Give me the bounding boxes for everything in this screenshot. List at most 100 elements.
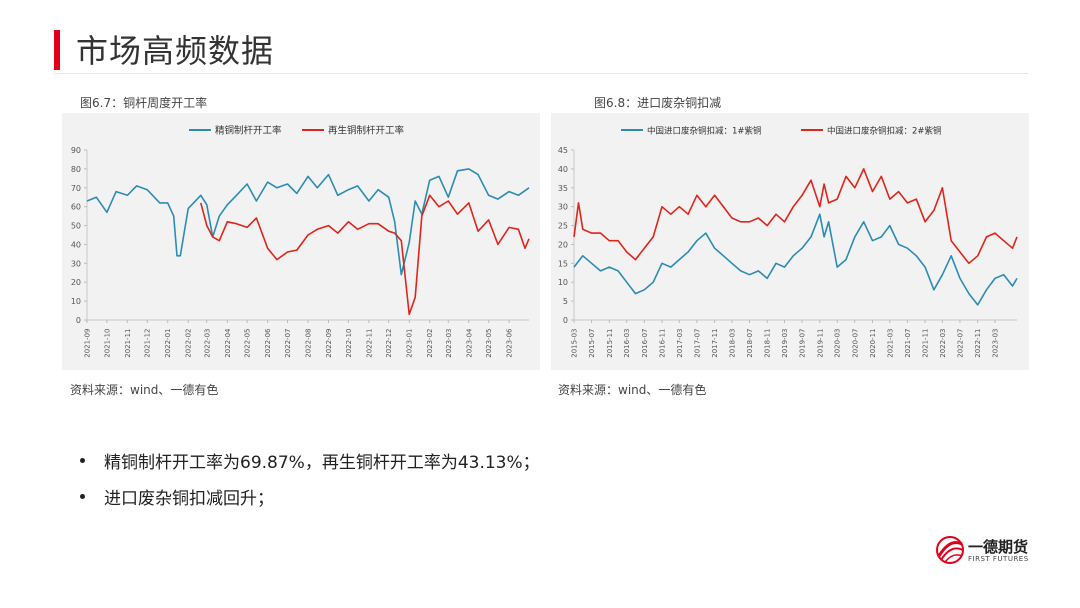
series-1-point (126, 194, 128, 196)
series-1-point (819, 213, 821, 215)
x-tick-label: 2021-12 (144, 329, 152, 358)
series-1-point (880, 236, 882, 238)
series-1-point (477, 173, 479, 175)
series-1-point (714, 247, 716, 249)
x-tick-label: 2022-09 (325, 329, 333, 358)
series-1-point (915, 255, 917, 257)
y-tick-label: 90 (71, 146, 81, 155)
series-2-point (573, 236, 575, 238)
series-1-point (400, 274, 402, 276)
series-1-point (408, 241, 410, 243)
series-2-point (497, 243, 499, 245)
series-1-point (447, 196, 449, 198)
series-2-point (810, 179, 812, 181)
series-2-point (906, 202, 908, 204)
series-1-point (590, 262, 592, 264)
bullet-dot-icon (80, 494, 85, 499)
series-2-point (678, 206, 680, 208)
series-2-point (590, 232, 592, 234)
series-1-point (836, 266, 838, 268)
series-1-point (307, 175, 309, 177)
series-1-point (897, 243, 899, 245)
title-accent-bar (54, 30, 60, 70)
y-tick-label: 80 (71, 165, 81, 174)
series-2-point (276, 258, 278, 260)
series-2-point (915, 198, 917, 200)
series-2-point (296, 249, 298, 251)
series-1-point (941, 274, 943, 276)
series-1-point (687, 251, 689, 253)
series-2-point (670, 213, 672, 215)
series-1-point (95, 196, 97, 198)
y-tick-label: 35 (558, 184, 568, 193)
series-2-point (1011, 247, 1013, 249)
series-1-point (286, 183, 288, 185)
series-1-point (924, 266, 926, 268)
x-tick-label: 2015-11 (606, 329, 614, 358)
x-tick-label: 2016-03 (623, 329, 631, 358)
series-1-point (176, 255, 178, 257)
series-2-point (687, 213, 689, 215)
x-tick-label: 2022-10 (345, 329, 353, 358)
series-1-point (508, 190, 510, 192)
y-tick-label: 20 (71, 278, 81, 287)
y-tick-label: 30 (71, 259, 81, 268)
page-title: 市场高频数据 (76, 32, 275, 70)
series-1-point (488, 194, 490, 196)
series-2-point (255, 217, 257, 219)
x-tick-label: 2022-02 (185, 329, 193, 358)
series-2-point (757, 217, 759, 219)
series-1-point (889, 224, 891, 226)
series-1-point (608, 266, 610, 268)
series-2-point (206, 224, 208, 226)
series-1-point (757, 270, 759, 272)
series-1-point (582, 255, 584, 257)
chart2-panel: 0 5 10 15 20 25 30 35 40 45 2015-03 2015-07 2015-11 2… (551, 113, 1029, 370)
series-1-point (200, 194, 202, 196)
series-2-point (977, 255, 979, 257)
series-1-point (643, 289, 645, 291)
x-tick-label: 2016-11 (659, 329, 667, 358)
series-2-point (377, 223, 379, 225)
series-1-point (327, 173, 329, 175)
x-tick-label: 2022-03 (203, 329, 211, 358)
series-2-point (582, 228, 584, 230)
series-1-point (740, 270, 742, 272)
chart1-panel: 0 10 20 30 40 50 60 70 80 90 2021-09 2021-10 2021-11… (62, 113, 540, 370)
series-2-point (792, 206, 794, 208)
series-1-point (1016, 277, 1018, 279)
series-2-point (652, 236, 654, 238)
bullet-item: 精铜制杆开工率为69.87%，再生铜杆开工率为43.13%； (80, 448, 540, 473)
y-tick-label: 20 (558, 240, 568, 249)
x-tick-label: 2021-03 (886, 329, 894, 358)
series-2-point (226, 221, 228, 223)
series-1-point (599, 270, 601, 272)
y-tick-label: 25 (558, 222, 568, 231)
series-2-point (871, 190, 873, 192)
series-2-point (722, 206, 724, 208)
series-2-point (388, 230, 390, 232)
series-2-point (608, 240, 610, 242)
bullet-item: 进口废杂铜扣减回升； (80, 484, 540, 509)
series-1-point (845, 258, 847, 260)
series-2-point (488, 219, 490, 221)
x-tick-label: 2015-03 (571, 329, 579, 358)
bullet-text: 进口废杂铜扣减回升； (104, 489, 274, 509)
series-1-point (368, 200, 370, 202)
series-2-point (438, 206, 440, 208)
series-2-point (327, 224, 329, 226)
series-2-point (819, 206, 821, 208)
series-1-point (863, 221, 865, 223)
series-2-point (1016, 236, 1018, 238)
x-tick-label: 2017-03 (676, 329, 684, 358)
series-1-point (115, 190, 117, 192)
series-2-point (941, 187, 943, 189)
series-1-point (414, 200, 416, 202)
series-2-point (429, 194, 431, 196)
series-1-point (1011, 285, 1013, 287)
series-2-point (246, 226, 248, 228)
series-1-point (652, 281, 654, 283)
x-tick-label: 2016-07 (641, 329, 649, 358)
series-2-point (994, 232, 996, 234)
x-tick-label: 2020-07 (851, 329, 859, 358)
